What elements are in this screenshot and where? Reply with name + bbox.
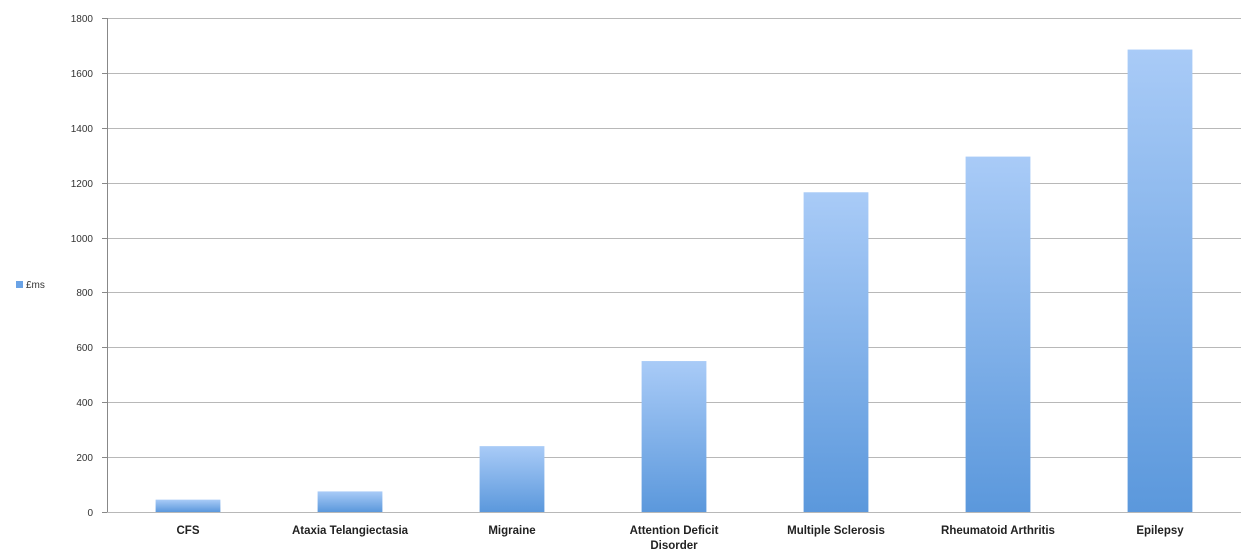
x-category-label: CFS	[177, 525, 200, 537]
y-tick-label: 1800	[71, 14, 94, 25]
legend-swatch	[16, 281, 23, 288]
y-tick-label: 1200	[71, 179, 94, 190]
bars	[155, 49, 1193, 513]
y-tick-label: 0	[87, 508, 93, 519]
x-axis-labels: CFS Ataxia Telangiectasia Migraine Attentio…	[177, 525, 1185, 549]
bar-cfs	[155, 499, 221, 512]
bar-rheumatoid-arthritis	[965, 156, 1031, 512]
y-tick-label: 400	[76, 398, 93, 409]
x-category-label: Rheumatoid Arthritis	[941, 525, 1055, 537]
bar-ataxia-telangiectasia	[317, 491, 383, 512]
legend-label: £ms	[26, 280, 45, 291]
x-category-label: Epilepsy	[1136, 525, 1184, 537]
bar-migraine	[479, 446, 545, 512]
y-tick-label: 800	[76, 288, 93, 299]
x-category-label: Migraine	[488, 525, 535, 537]
y-tick-label: 200	[76, 453, 93, 464]
gridlines	[107, 18, 1241, 513]
x-category-label: Attention Deficit Disorder	[630, 525, 719, 549]
y-tick-label: 1400	[71, 124, 94, 135]
bar-multiple-sclerosis	[803, 192, 869, 512]
y-tick-label: 600	[76, 343, 93, 354]
x-category-label: Ataxia Telangiectasia	[292, 525, 409, 537]
y-tick-label: 1000	[71, 234, 94, 245]
y-axis: 0 200 400 600 800 1000 1200 1400 1600 1800	[71, 14, 108, 519]
bar-epilepsy	[1127, 49, 1193, 513]
y-tick-label: 1600	[71, 69, 94, 80]
legend: £ms	[16, 280, 45, 291]
x-category-label: Multiple Sclerosis	[787, 525, 885, 537]
bar-attention-deficit-disorder	[641, 361, 707, 512]
